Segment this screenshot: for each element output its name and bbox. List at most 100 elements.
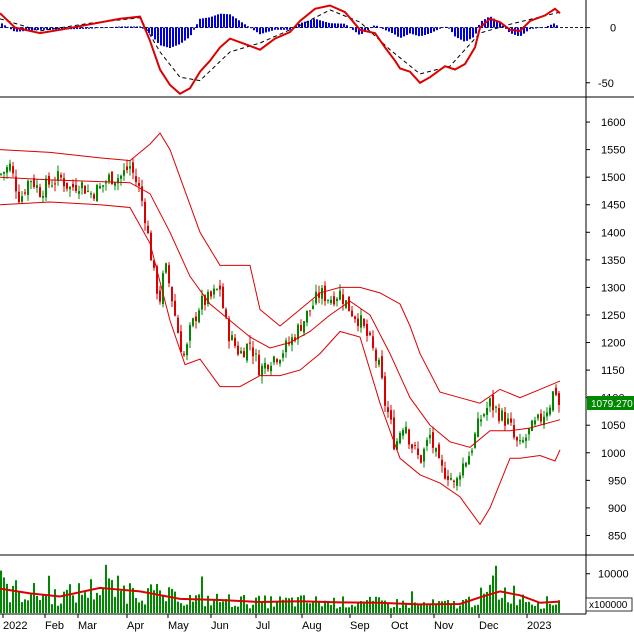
price-tick-label: 1200: [601, 338, 625, 350]
candle-body: [456, 478, 458, 486]
macd-histogram-bar: [157, 27, 159, 43]
macd-histogram-bar: [226, 14, 228, 28]
volume-bar: [360, 600, 362, 613]
volume-bar: [447, 599, 449, 613]
candle-body: [447, 476, 449, 481]
volume-bar: [9, 602, 11, 613]
price-tick-label: 950: [608, 475, 626, 487]
last-price-text: 1079.270: [591, 399, 633, 410]
macd-histogram-bar: [202, 18, 204, 28]
macd-tick-label: 0: [610, 23, 616, 35]
candle-body: [246, 343, 248, 361]
macd-histogram-bar: [322, 21, 324, 28]
last-price-label: 1079.270: [587, 396, 634, 410]
volume-panel: 10000: [0, 564, 629, 613]
volume-bar: [216, 593, 218, 613]
candle-body: [180, 331, 182, 353]
volume-bar: [279, 596, 281, 613]
volume-bar: [441, 601, 443, 613]
macd-histogram-bar: [445, 26, 447, 28]
volume-bar: [24, 599, 26, 613]
macd-histogram-bar: [421, 27, 423, 36]
macd-histogram-bar: [178, 27, 180, 45]
macd-histogram-bar: [466, 27, 468, 41]
macd-histogram-bar: [139, 26, 141, 28]
macd-histogram-bar: [265, 27, 267, 33]
macd-histogram-bar: [16, 27, 18, 32]
volume-bar: [183, 605, 185, 613]
macd-histogram-bar: [328, 22, 330, 28]
macd-histogram-bar: [280, 27, 282, 30]
candle-body: [348, 296, 350, 312]
volume-bar: [246, 604, 248, 613]
candle-body: [84, 185, 86, 194]
volume-bar: [528, 601, 530, 613]
volume-bar: [534, 605, 536, 613]
candle-body: [270, 365, 272, 372]
volume-bar: [477, 604, 479, 613]
macd-histogram-bar: [442, 27, 444, 28]
candle-body: [243, 351, 245, 358]
candle-body: [156, 266, 158, 294]
volume-bar: [27, 600, 29, 613]
macd-histogram-bar: [118, 26, 120, 28]
volume-bar: [267, 608, 269, 613]
price-tick-label: 850: [608, 530, 626, 542]
volume-bar: [315, 596, 317, 613]
price-panel: 8509009501000105011001150120012501300135…: [0, 117, 626, 542]
volume-bar: [459, 605, 461, 613]
macd-histogram-bar: [97, 27, 99, 29]
macd-histogram-bar: [472, 27, 474, 38]
volume-bar: [366, 600, 368, 613]
macd-histogram-bar: [352, 27, 354, 30]
volume-bar: [87, 597, 89, 613]
volume-bar: [273, 606, 275, 613]
candle-body: [177, 317, 179, 334]
candle-body: [540, 413, 542, 422]
volume-bar: [36, 595, 38, 613]
macd-histogram-bar: [439, 27, 441, 29]
volume-bar: [114, 596, 116, 613]
candle-body: [471, 450, 473, 453]
volume-bar: [228, 594, 230, 613]
volume-bar: [498, 599, 500, 613]
volume-bar: [243, 594, 245, 613]
candle-body: [351, 310, 353, 317]
candle-body: [102, 185, 104, 187]
candle-body: [294, 337, 296, 341]
candle-body: [324, 285, 326, 302]
candle-body: [495, 406, 497, 408]
candle-body: [423, 448, 425, 462]
volume-bar: [417, 604, 419, 613]
candle-body: [36, 185, 38, 188]
candle-body: [453, 480, 455, 483]
candle-body: [480, 419, 482, 422]
candle-body: [402, 429, 404, 436]
volume-bar: [294, 606, 296, 613]
volume-bar: [300, 595, 302, 613]
macd-histogram-bar: [115, 26, 117, 28]
volume-bar: [474, 605, 476, 613]
macd-histogram-bar: [394, 27, 396, 35]
candle-body: [186, 344, 188, 356]
candle-body: [273, 356, 275, 363]
macd-histogram-bar: [523, 27, 525, 34]
volume-bar: [150, 584, 152, 613]
macd-histogram-bar: [235, 18, 237, 28]
macd-histogram-bar: [190, 27, 192, 36]
macd-signal-line: [0, 9, 561, 82]
volume-bar: [99, 595, 101, 613]
candle-body: [321, 287, 323, 299]
candle-body: [213, 288, 215, 295]
candle-body: [240, 351, 242, 354]
macd-histogram-bar: [517, 27, 519, 36]
volume-bar: [339, 606, 341, 613]
volume-bar: [552, 605, 554, 613]
macd-histogram-bar: [106, 27, 108, 28]
price-tick-label: 1050: [601, 420, 625, 432]
volume-bar: [297, 597, 299, 613]
macd-histogram-bar: [187, 27, 189, 39]
volume-bar: [549, 603, 551, 613]
candle-body: [171, 286, 173, 302]
